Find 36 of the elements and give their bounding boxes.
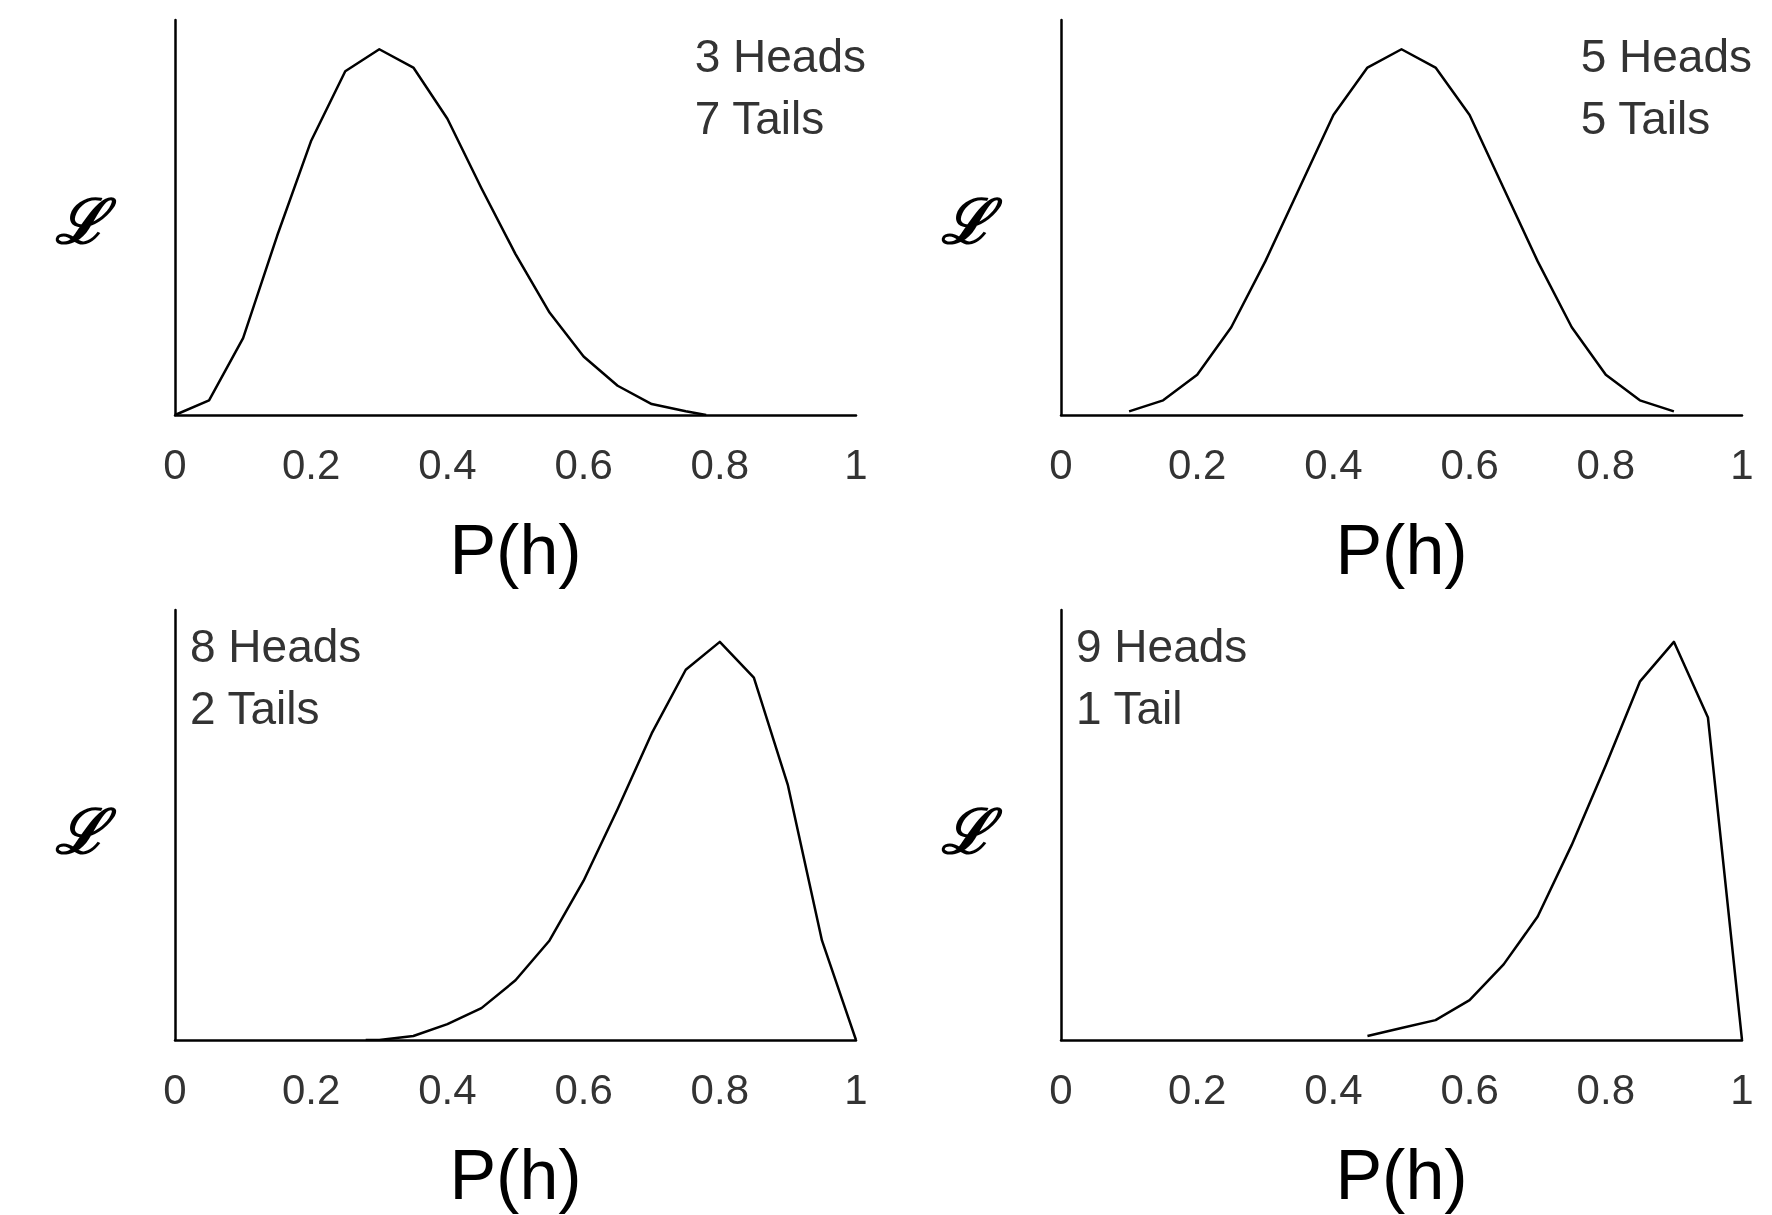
y-axis-title: ℒ [941, 184, 1003, 258]
x-tick-label: 1 [844, 1065, 868, 1113]
x-tick-label: 0.6 [554, 440, 613, 488]
x-tick-label: 0.6 [1440, 1065, 1499, 1113]
x-tick-label: 0.4 [1304, 1065, 1363, 1113]
x-tick-label: 1 [1730, 1065, 1754, 1113]
x-tick-label: 0.2 [282, 440, 341, 488]
x-tick-label: 0.8 [1576, 440, 1635, 488]
x-axis-title: P(h) [1335, 1136, 1468, 1214]
x-tick-label: 0 [163, 440, 187, 488]
x-tick-label: 0.2 [282, 1065, 341, 1113]
x-axis-title: P(h) [1335, 511, 1468, 589]
x-tick-label: 1 [1730, 440, 1754, 488]
y-axis-title: ℒ [55, 794, 117, 868]
annotation: 9 Heads 1 Tail [1076, 620, 1248, 734]
x-tick-label: 0.4 [1304, 440, 1363, 488]
x-tick-label: 0 [163, 1065, 187, 1113]
x-tick-label: 0 [1049, 1065, 1073, 1113]
x-axis-title: P(h) [449, 1136, 582, 1214]
x-tick-label: 0.8 [690, 1065, 749, 1113]
x-tick-label: 0.2 [1168, 1065, 1227, 1113]
x-tick-label: 0.2 [1168, 440, 1227, 488]
x-axis-title: P(h) [449, 511, 582, 589]
x-tick-label: 0.6 [554, 1065, 613, 1113]
annotation: 3 Heads 7 Tails [694, 30, 867, 144]
x-tick-label: 0 [1049, 440, 1073, 488]
x-tick-label: 0.8 [1576, 1065, 1635, 1113]
x-tick-label: 0.8 [690, 440, 749, 488]
x-tick-label: 0.4 [418, 440, 477, 488]
x-tick-label: 1 [844, 440, 868, 488]
annotation: 8 Heads 2 Tails [190, 620, 362, 734]
y-axis-title: ℒ [941, 794, 1003, 868]
y-axis-title: ℒ [55, 184, 117, 258]
annotation: 5 Heads 5 Tails [1580, 30, 1753, 144]
x-tick-label: 0.4 [418, 1065, 477, 1113]
x-tick-label: 0.6 [1440, 440, 1499, 488]
